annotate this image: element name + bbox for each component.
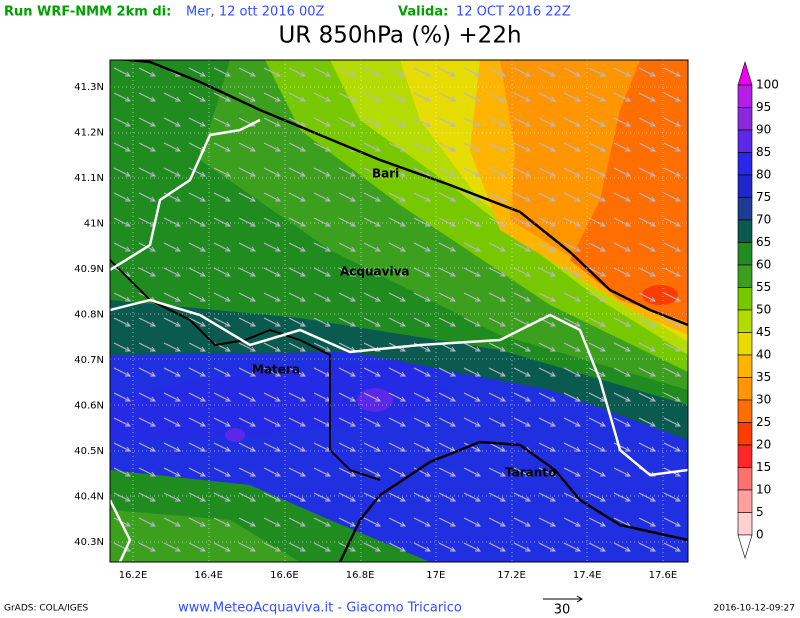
colorbar-label: 80 xyxy=(756,168,771,182)
colorbar-label: 95 xyxy=(756,100,771,114)
lon-label: 17.6E xyxy=(649,570,678,581)
lat-label: 40.4N xyxy=(74,492,104,503)
site-credit: www.MeteoAcquaviva.it - Giacomo Tricaric… xyxy=(178,601,462,616)
colorbar-segment xyxy=(737,422,753,446)
vector-scale-label: 30 xyxy=(554,603,571,618)
colorbar-label: 45 xyxy=(756,325,771,339)
lat-label: 41.3N xyxy=(74,82,104,93)
lon-label: 16.6E xyxy=(270,570,299,581)
valid-date: 12 OCT 2016 22Z xyxy=(456,5,571,20)
colorbar-segment xyxy=(737,354,753,378)
colorbar-cap xyxy=(737,60,753,86)
map-title: UR 850hPa (%) +22h xyxy=(278,23,521,49)
colorbar-label: 100 xyxy=(756,78,779,92)
lon-label: 17.4E xyxy=(573,570,602,581)
colorbar-label: 30 xyxy=(756,393,771,407)
colorbar-segment xyxy=(737,174,753,198)
place-label: Bari xyxy=(372,167,399,181)
valid-label: Valida: xyxy=(398,5,448,20)
run-date: Mer, 12 ott 2016 00Z xyxy=(186,5,325,20)
colorbar-label: 25 xyxy=(756,415,771,429)
coastline xyxy=(117,60,688,327)
lat-labels: 41.3N 41.2N 41.1N 41N 40.9N 40.8N 40.7N 40.6N 40… xyxy=(74,82,104,548)
coastline xyxy=(338,440,688,562)
colorbar-segment xyxy=(737,444,753,468)
lon-label: 16.8E xyxy=(346,570,375,581)
colorbar-label: 60 xyxy=(756,258,771,272)
colorbar: 1009590858075706560555045403530252015105… xyxy=(737,60,779,560)
colorbar-segment xyxy=(737,197,753,221)
colorbar-label: 55 xyxy=(756,280,771,294)
colorbar-segment xyxy=(737,219,753,243)
colorbar-segment xyxy=(737,107,753,131)
colorbar-segment xyxy=(737,242,753,266)
lat-label: 41N xyxy=(84,219,104,230)
colorbar-label: 15 xyxy=(756,460,771,474)
field xyxy=(110,60,688,562)
colorbar-segment xyxy=(737,84,753,108)
colorbar-label: 65 xyxy=(756,235,771,249)
lon-label: 16.4E xyxy=(194,570,223,581)
graticule xyxy=(110,60,688,562)
colorbar-label: 90 xyxy=(756,123,771,137)
lat-label: 40.5N xyxy=(74,446,104,457)
lat-label: 40.9N xyxy=(74,264,104,275)
colorbar-cap xyxy=(737,534,753,560)
lon-label: 17E xyxy=(426,570,445,581)
colorbar-segment xyxy=(737,309,753,333)
map-frame xyxy=(109,59,689,563)
colorbar-label: 75 xyxy=(756,190,771,204)
colorbar-segment xyxy=(737,377,753,401)
software-credit: GrADS: COLA/IGES xyxy=(4,604,88,614)
lat-label: 41.1N xyxy=(74,173,104,184)
colorbar-segment xyxy=(737,399,753,423)
region-border xyxy=(110,499,132,562)
colorbar-label: 85 xyxy=(756,145,771,159)
colorbar-segment xyxy=(737,332,753,356)
colorbar-segment xyxy=(737,264,753,288)
region-border xyxy=(110,298,688,477)
colorbar-label: 20 xyxy=(756,438,771,452)
colorbar-label: 70 xyxy=(756,213,771,227)
lat-label: 40.7N xyxy=(74,355,104,366)
lat-label: 40.6N xyxy=(74,401,104,412)
colorbar-segment xyxy=(737,489,753,513)
province-border xyxy=(110,259,381,481)
wind-vectors xyxy=(110,60,688,562)
colorbar-label: 40 xyxy=(756,348,771,362)
place-label: Matera xyxy=(252,363,300,377)
place-label: Acquaviva xyxy=(340,265,410,279)
vector-scale-arrow xyxy=(576,595,583,603)
colorbar-label: 10 xyxy=(756,483,771,497)
lat-label: 40.3N xyxy=(74,537,104,548)
colorbar-label: 5 xyxy=(756,505,764,519)
lon-labels: 16.2E 16.4E 16.6E 16.8E 17E 17.2E 17.4E 17.6E xyxy=(119,570,677,581)
colorbar-label: 35 xyxy=(756,370,771,384)
timestamp: 2016-10-12-09:27 xyxy=(714,604,796,614)
lat-label: 41.2N xyxy=(74,128,104,139)
region-border xyxy=(110,118,261,272)
lon-label: 16.2E xyxy=(119,570,148,581)
lat-label: 40.8N xyxy=(74,310,104,321)
colorbar-segment xyxy=(737,129,753,153)
colorbar-segment xyxy=(737,512,753,536)
colorbar-segment xyxy=(737,152,753,176)
colorbar-label: 0 xyxy=(756,528,764,542)
colorbar-segment xyxy=(737,467,753,491)
run-label: Run WRF-NMM 2km di: xyxy=(4,5,171,20)
colorbar-segment xyxy=(737,287,753,311)
colorbar-label: 50 xyxy=(756,303,771,317)
lon-label: 17.2E xyxy=(497,570,526,581)
place-label: Taranto xyxy=(505,466,556,480)
